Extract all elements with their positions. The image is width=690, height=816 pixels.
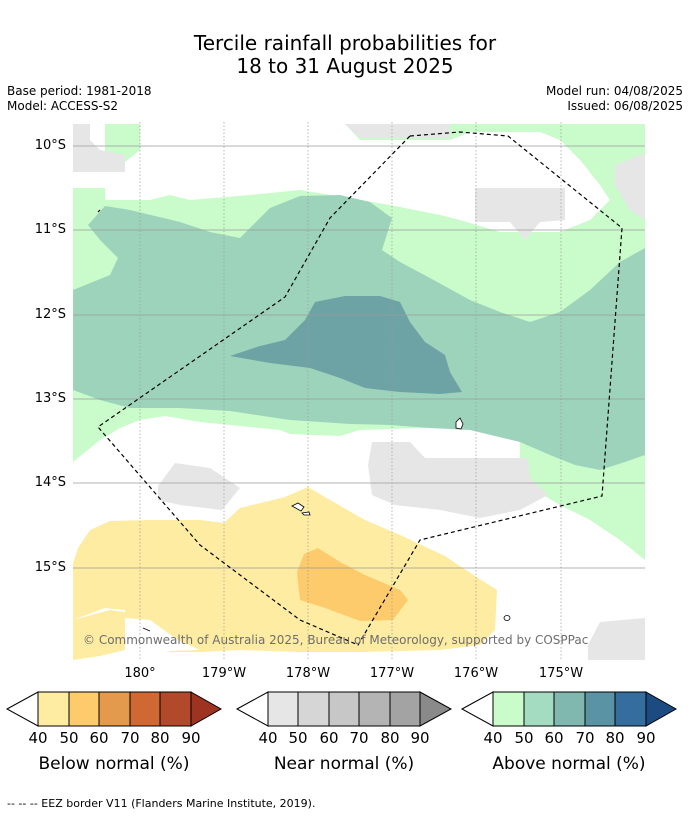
model-run: Model run: 04/08/2025 [545, 84, 683, 98]
map-title: Tercile rainfall probabilities for 18 to… [0, 32, 690, 78]
cb-below-tick: 50 [59, 729, 79, 747]
cb-above-tick: 80 [605, 729, 625, 747]
cb-above-tick: 40 [483, 729, 503, 747]
lon-label-180: 180° [124, 666, 156, 681]
near-40-center-right [368, 442, 548, 518]
near-40-left [158, 463, 240, 510]
model-name: Model: ACCESS-S2 [7, 99, 119, 113]
cb-above-tick: 50 [514, 729, 534, 747]
eez-border [97, 131, 623, 646]
cb-below-tick: 80 [150, 729, 170, 747]
issued-date: Issued: 06/08/2025 [567, 99, 683, 113]
cb-near-tick: 50 [288, 729, 308, 747]
colorbar-below [5, 691, 223, 727]
colorbar-above-cell [585, 692, 615, 726]
colorbar-above-label: Above normal (%) [492, 754, 646, 774]
colorbar-below-dividers [68, 692, 161, 726]
near-40-bottom-right [588, 618, 645, 660]
island-cluster [291, 502, 305, 512]
near-40-right-edge [615, 155, 645, 220]
lon-label-176w: 176°W [453, 666, 499, 681]
cb-below-tick: 70 [120, 729, 140, 747]
colorbar-near-dividers [297, 692, 391, 726]
island-edge [142, 627, 151, 632]
eez-footnote: -- -- -- EEZ border V11 (Flanders Marine… [7, 797, 316, 810]
below-40-bottomleft [73, 610, 125, 660]
colorbar-above-max-arrow [645, 691, 678, 727]
cb-near-tick: 70 [349, 729, 369, 747]
colorbar-below-max-arrow [190, 691, 223, 727]
colorbar-below-frame [37, 691, 192, 727]
lon-label-178w: 178°W [285, 666, 331, 681]
lat-label-13s: 13°S [34, 391, 66, 406]
lat-grid [73, 145, 645, 569]
above-60-region [230, 296, 462, 394]
meta-right: Model run: 04/08/2025 Issued: 06/08/2025 [546, 84, 683, 114]
colorbar-below-cell [160, 692, 191, 726]
lon-label-179w: 179°W [201, 666, 247, 681]
meta-left: Base period: 1981-2018 Model: ACCESS-S2 [7, 84, 152, 114]
cb-near-tick: 60 [319, 729, 339, 747]
lat-label-10s: 10°S [34, 138, 66, 153]
title-line-1: Tercile rainfall probabilities for [193, 31, 497, 55]
colorbar-below-cell [38, 692, 69, 726]
colorbar-below-cell [130, 692, 160, 726]
near-40-topright [475, 188, 565, 240]
cb-near-tick: 40 [258, 729, 278, 747]
colorbar-below-min-arrow [5, 691, 39, 727]
colorbar-below-cell [69, 692, 99, 726]
lat-label-12s: 12°S [34, 307, 66, 322]
colorbar-above-dividers [523, 692, 616, 726]
colorbar-near-label: Near normal (%) [273, 754, 415, 774]
title-line-2: 18 to 31 August 2025 [236, 54, 454, 78]
colorbar-near-cell [329, 692, 359, 726]
copyright-notice: © Commonwealth of Australia 2025, Bureau… [83, 633, 589, 647]
eez-border-tail [97, 209, 101, 213]
colorbar-above-cell [615, 692, 646, 726]
colorbar-near-cell [390, 692, 420, 726]
map-svg [73, 122, 645, 660]
cb-above-tick: 70 [575, 729, 595, 747]
lat-label-14s: 14°S [34, 475, 66, 490]
colorbar-above-cell [554, 692, 585, 726]
near-40-top-center [345, 124, 450, 138]
colorbar-near-min-arrow [235, 691, 269, 727]
cb-above-tick: 90 [636, 729, 656, 747]
cb-above-tick: 60 [544, 729, 564, 747]
white-hole-bottom [125, 618, 200, 652]
lat-label-15s: 15°S [34, 560, 66, 575]
colorbar-near-frame [267, 691, 421, 727]
colorbar-near-cell [268, 692, 298, 726]
island-small [503, 615, 511, 621]
cb-below-tick: 60 [89, 729, 109, 747]
colorbar-above-frame [492, 691, 647, 727]
cb-near-tick: 80 [380, 729, 400, 747]
lat-label-11s: 11°S [34, 222, 66, 237]
colorbar-near-cell [298, 692, 329, 726]
forecast-map[interactable] [73, 122, 645, 660]
cb-below-tick: 90 [181, 729, 201, 747]
colorbar-above-min-arrow [460, 691, 494, 727]
cb-near-tick: 90 [410, 729, 430, 747]
colorbar-above-cell [524, 692, 554, 726]
colorbar-above [460, 691, 678, 727]
colorbars [5, 691, 678, 727]
base-period: Base period: 1981-2018 [7, 84, 152, 98]
lon-grid [139, 122, 562, 660]
colorbar-near [235, 691, 453, 727]
colorbar-below-label: Below normal (%) [38, 754, 190, 774]
lon-label-177w: 177°W [369, 666, 415, 681]
island-cluster-2 [301, 511, 311, 516]
cb-below-tick: 40 [28, 729, 48, 747]
colorbar-near-max-arrow [419, 691, 453, 727]
below-50-region [297, 548, 408, 621]
lon-label-175w: 175°W [538, 666, 584, 681]
near-40-topleft [73, 124, 125, 172]
island-rotuma [455, 417, 464, 430]
colorbar-below-cell [99, 692, 130, 726]
colorbar-near-cell [359, 692, 390, 726]
colorbar-above-cell [493, 692, 524, 726]
